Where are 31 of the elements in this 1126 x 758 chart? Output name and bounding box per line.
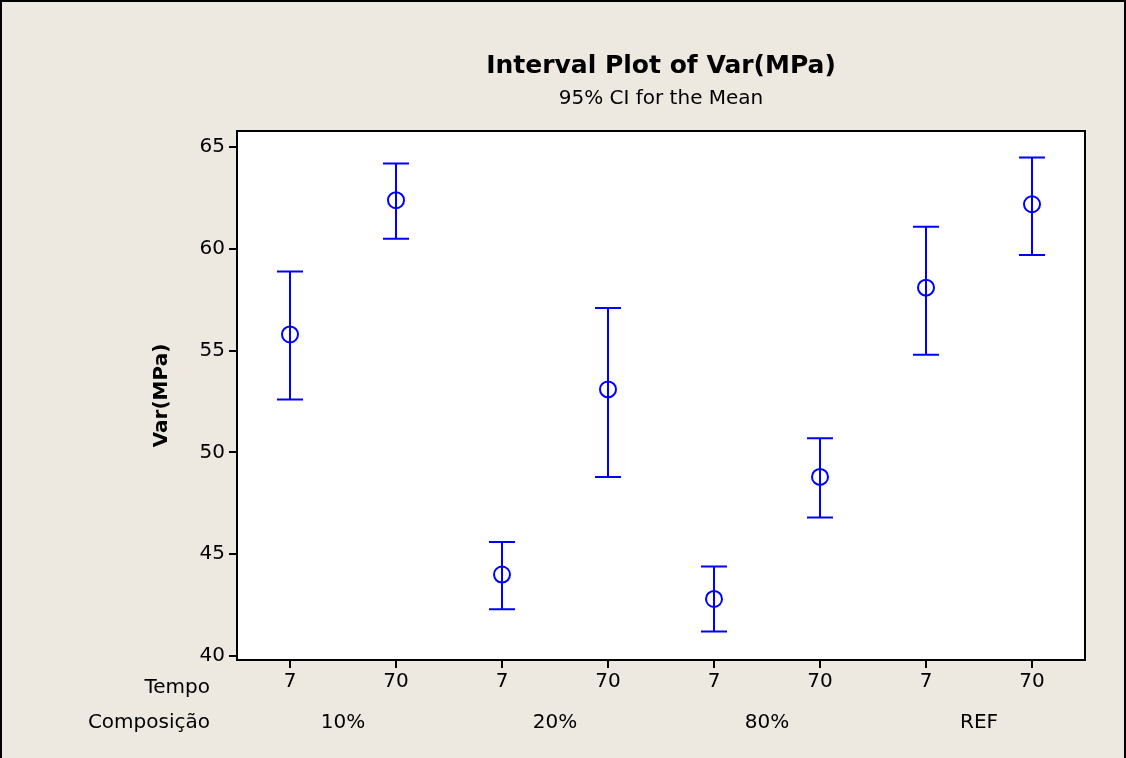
x-tick-label: 7 — [495, 668, 509, 693]
text: Tempo — [143, 674, 210, 699]
y-axis-title: Var(MPa) — [148, 343, 173, 448]
text: 80% — [744, 709, 790, 734]
chart-title: Interval Plot of Var(MPa) — [486, 49, 836, 79]
x-tick-label: 7 — [707, 668, 721, 693]
text: 20% — [532, 709, 578, 734]
chart-subtitle: 95% CI for the Mean — [558, 85, 764, 110]
text: 10% — [320, 709, 366, 734]
x-tick-label: 70 — [383, 668, 409, 693]
x-tick-label: 7 — [919, 668, 933, 693]
y-tick-label: 65 — [199, 133, 225, 158]
point — [281, 325, 299, 344]
x-tick-label: 70 — [1019, 668, 1045, 693]
point — [599, 380, 617, 399]
x-tick-label: 70 — [807, 668, 833, 693]
point — [1023, 195, 1041, 214]
point — [705, 589, 723, 608]
y-tick-label: 45 — [199, 540, 225, 565]
x-tick-label: 7 — [283, 668, 297, 693]
y-tick-label: 50 — [199, 438, 225, 463]
text: REF — [959, 709, 999, 734]
text: Composição — [87, 709, 210, 734]
y-tick-label: 40 — [199, 642, 225, 667]
point — [493, 565, 511, 584]
point — [917, 278, 935, 297]
x-tick-label: 70 — [595, 668, 621, 693]
y-tick-label: 60 — [199, 235, 225, 260]
point — [387, 191, 405, 210]
y-tick-label: 55 — [199, 336, 225, 361]
point — [811, 467, 829, 486]
